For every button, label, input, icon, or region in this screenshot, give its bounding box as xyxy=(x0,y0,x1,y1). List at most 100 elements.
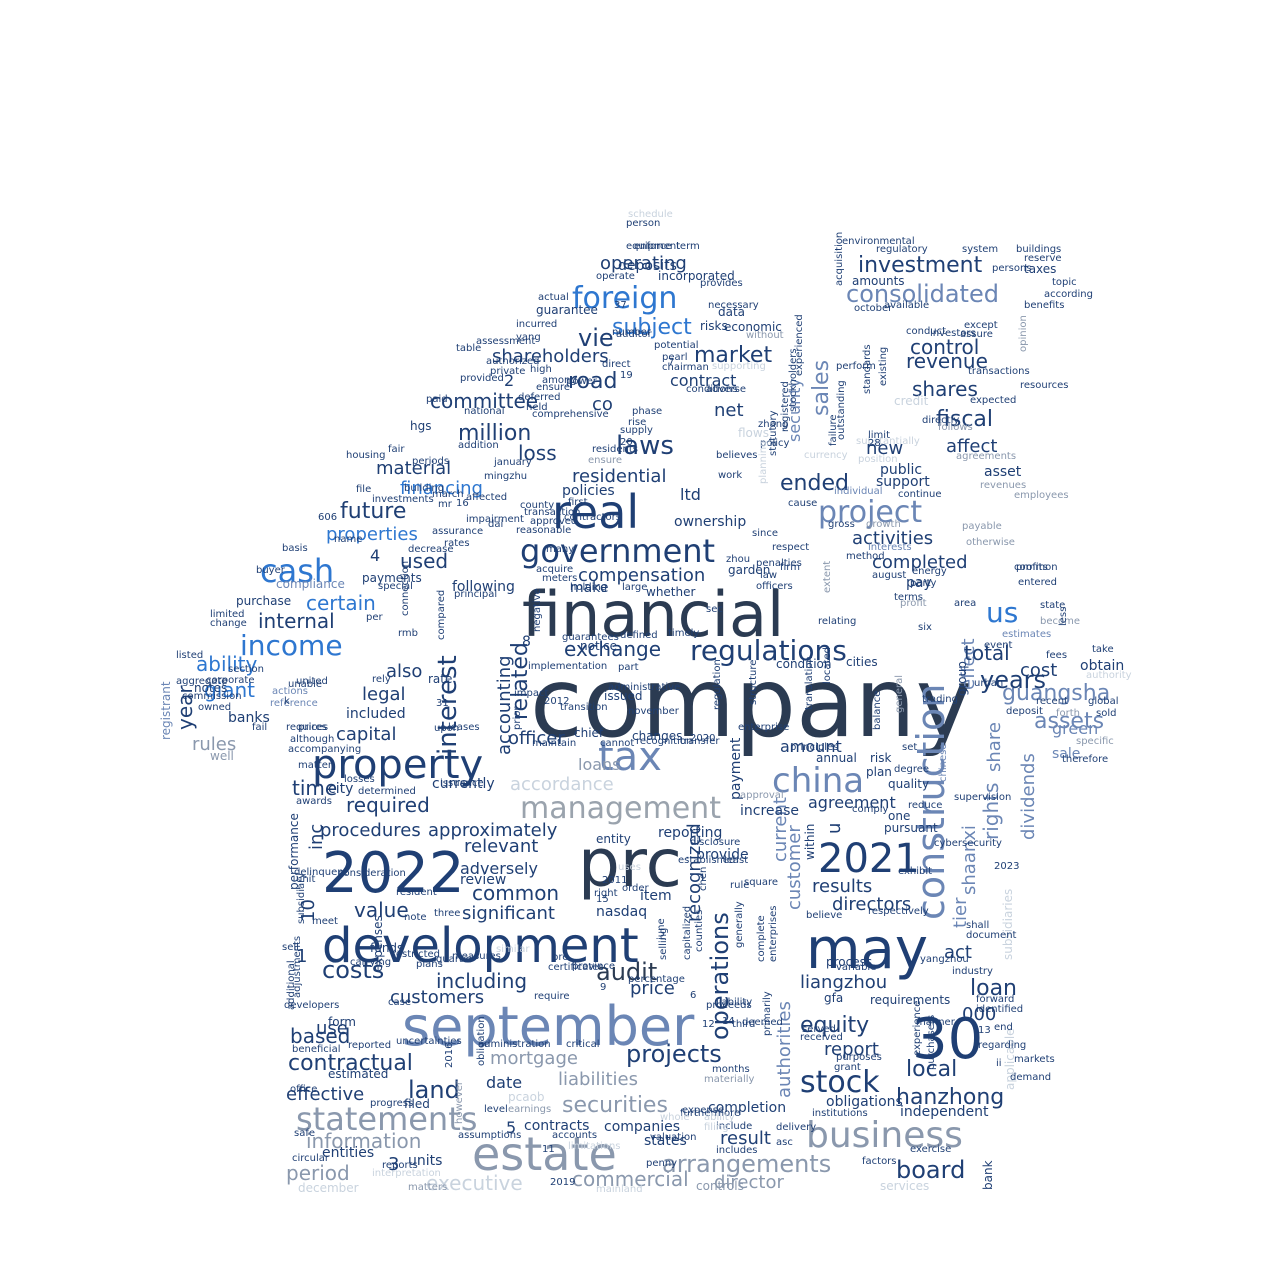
word: statutory xyxy=(768,410,779,456)
word: ensure xyxy=(536,382,570,393)
word: ended xyxy=(780,471,849,496)
word: us xyxy=(986,596,1018,629)
word: cost xyxy=(1020,660,1057,681)
word: rule xyxy=(730,880,749,891)
word: 1 xyxy=(296,946,307,967)
word: adjustments xyxy=(292,936,303,998)
word: yang xyxy=(516,332,541,343)
word: 2022 xyxy=(322,841,465,906)
word: relevant xyxy=(464,836,538,857)
word: institutions xyxy=(812,1108,868,1119)
word: entity xyxy=(596,832,631,846)
word: 19 xyxy=(620,370,633,381)
word: global xyxy=(1088,696,1119,707)
word: certificates xyxy=(548,962,604,973)
word: matter xyxy=(298,760,333,771)
word: 16 xyxy=(456,498,469,509)
word: supply xyxy=(620,425,653,436)
word: currency xyxy=(804,450,848,461)
word: principal xyxy=(454,589,497,600)
word: respectively xyxy=(868,906,929,917)
word: 2011 xyxy=(602,875,627,886)
word: file xyxy=(356,484,371,495)
word: amount xyxy=(780,737,842,756)
word: interpretation xyxy=(372,1168,441,1179)
word: limitations xyxy=(568,1141,621,1152)
word: uses xyxy=(618,862,641,873)
word: actions xyxy=(272,686,308,697)
word: necessary xyxy=(708,300,759,311)
word: believes xyxy=(716,450,758,461)
word: believe xyxy=(806,910,842,921)
word: commercial xyxy=(572,1167,689,1191)
word: 31 xyxy=(436,698,449,709)
word: process xyxy=(826,955,872,969)
word: chinese xyxy=(938,744,949,782)
word: additional xyxy=(286,960,297,1010)
word: although xyxy=(290,734,334,745)
word: private xyxy=(490,366,525,377)
word: pay xyxy=(906,575,932,591)
word: among xyxy=(542,375,577,386)
word: companies xyxy=(604,1119,680,1135)
word: assessment xyxy=(476,336,535,347)
word: foreign xyxy=(572,281,677,316)
word: included xyxy=(346,706,406,722)
word: performance xyxy=(287,813,301,890)
word: contract xyxy=(670,371,736,390)
word: prices xyxy=(298,722,328,733)
word: changes xyxy=(632,729,682,743)
word: markets xyxy=(1014,1054,1055,1065)
word: demand xyxy=(1010,1072,1051,1083)
word: schedule xyxy=(628,209,673,220)
word: approved xyxy=(530,516,577,527)
word: end xyxy=(994,1022,1013,1033)
word: outstanding xyxy=(836,380,847,440)
word: prc xyxy=(578,825,682,902)
word: properties xyxy=(326,524,418,545)
word: conduct xyxy=(906,326,946,337)
word: customer xyxy=(784,825,805,910)
word: reporting xyxy=(658,825,722,841)
word: asc xyxy=(776,1137,793,1148)
word: substantially xyxy=(856,436,920,447)
word: regulation xyxy=(712,659,723,710)
word: currently xyxy=(432,776,495,792)
word: property xyxy=(312,742,483,788)
word: therefore xyxy=(1062,754,1108,765)
word: registrant xyxy=(159,681,173,740)
word: share xyxy=(984,722,1005,772)
word: accounting xyxy=(494,655,515,755)
word: pre xyxy=(552,952,568,963)
word: loss xyxy=(518,441,557,465)
word: percentage xyxy=(628,974,685,985)
word: compliance xyxy=(276,577,345,591)
word: however xyxy=(454,1080,465,1124)
word: new xyxy=(866,438,903,459)
word: relating xyxy=(818,616,856,627)
word: zhang xyxy=(758,419,788,430)
word: work xyxy=(718,470,742,481)
word: principles xyxy=(790,742,838,753)
word: fail xyxy=(252,722,267,733)
word: ensure xyxy=(588,455,622,466)
word: translation xyxy=(804,656,815,710)
word: 37 xyxy=(614,300,627,311)
word: impact xyxy=(514,688,548,699)
word: developers xyxy=(284,1000,339,1011)
word: payable xyxy=(962,521,1002,532)
word: unable xyxy=(288,679,322,690)
word: shaanxi xyxy=(959,825,980,895)
word: residents xyxy=(592,444,638,455)
word: 15 xyxy=(596,894,609,905)
word: months xyxy=(712,1064,750,1075)
word: significant xyxy=(462,903,555,924)
word: circular xyxy=(292,1153,330,1164)
word: forth xyxy=(1056,708,1080,719)
word: least xyxy=(724,855,748,866)
word: planning xyxy=(758,441,769,484)
word: existing xyxy=(878,347,889,386)
word: experienced xyxy=(794,314,805,376)
word: law xyxy=(760,570,777,581)
